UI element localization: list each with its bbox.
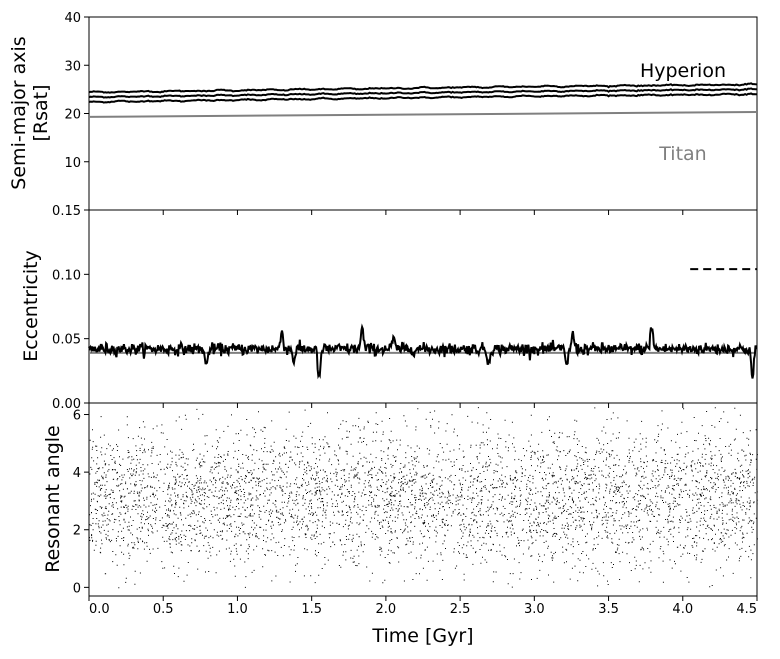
x-axis-label: Time [Gyr] [371,625,473,647]
xtick-label: 2.0 [376,602,397,617]
ytick-label: 0.00 [52,397,81,412]
bottom-ylabel: Resonant angle [42,425,64,573]
ytick-label: 30 [64,59,81,74]
resonant-angle-points [89,407,758,589]
hyperion-eccentricity-line [88,323,758,380]
ytick-label: 20 [64,108,81,123]
xtick-label: 1.5 [301,602,322,617]
hyperion-semimajor-lower [88,92,757,104]
xtick-label: 2.5 [450,602,471,617]
ytick-label: 10 [64,156,81,171]
hyperion-semimajor-upper [88,82,758,94]
middle-panel-frame [88,209,758,404]
ytick-label: 6 [73,409,81,424]
top-ylabel-line1: Semi-major axis [8,36,30,189]
xtick-label: 3.5 [598,602,619,617]
ytick-label: 0.10 [52,268,81,283]
ytick-label: 4 [73,466,81,481]
middle-ylabel: Eccentricity [20,250,42,362]
ytick-label: 0.05 [52,333,81,348]
hyperion-label: Hyperion [640,60,726,82]
chart-marks [88,82,758,589]
hyperion-semimajor-middle [88,87,758,99]
tick-marks: 10 20 30 40 0.00 0.05 0.10 0.15 0 2 4 6 0.0 0.5 1.0 1.5… [52,11,758,617]
xtick-label: 0.0 [89,602,110,617]
top-ylabel-line2: [Rsat] [30,84,52,141]
xtick-label: 0.5 [153,602,174,617]
xtick-label: 4.0 [672,602,693,617]
ytick-label: 0 [73,581,81,596]
bottom-panel-frame [88,402,758,597]
ytick-label: 40 [64,11,81,26]
xtick-label: 3.0 [524,602,545,617]
xtick-label: 1.0 [227,602,248,617]
ytick-label: 2 [73,524,81,539]
xtick-label: 4.5 [736,602,757,617]
titan-label: Titan [658,143,706,165]
titan-semimajor-line [88,111,758,118]
ytick-label: 0.15 [52,204,81,219]
